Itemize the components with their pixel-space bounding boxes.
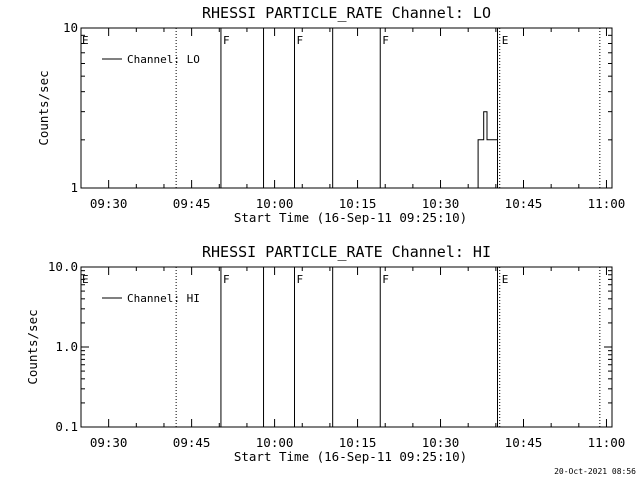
x-tick-label: 11:00 xyxy=(588,435,626,450)
event-flag: F xyxy=(223,34,230,47)
event-flag-left: E xyxy=(82,273,89,286)
x-tick-label: 09:30 xyxy=(90,435,128,450)
series-line xyxy=(477,111,498,188)
event-flag: E xyxy=(502,273,509,286)
x-tick-label: 10:30 xyxy=(422,435,460,450)
event-flag: F xyxy=(297,34,304,47)
x-tick-label: 10:15 xyxy=(339,435,377,450)
y-tick-label: 10.0 xyxy=(48,259,78,274)
event-flag: F xyxy=(223,273,230,286)
x-tick-label: 09:45 xyxy=(173,196,211,211)
x-tick-label: 10:15 xyxy=(339,196,377,211)
y-tick-label: 1.0 xyxy=(55,339,78,354)
chart-title: RHESSI PARTICLE_RATE Channel: LO xyxy=(202,4,491,22)
x-tick-label: 10:00 xyxy=(256,435,294,450)
event-flag: F xyxy=(297,273,304,286)
x-axis-label: Start Time (16-Sep-11 09:25:10) xyxy=(234,449,467,464)
x-tick-label: 09:45 xyxy=(173,435,211,450)
legend-label: Channel: HI xyxy=(127,292,200,305)
event-flag-left: E xyxy=(82,34,89,47)
x-tick-label: 09:30 xyxy=(90,196,128,211)
x-tick-label: 10:00 xyxy=(256,196,294,211)
y-tick-label: 0.1 xyxy=(55,419,78,434)
plot-frame xyxy=(80,266,613,428)
y-axis-label: Counts/sec xyxy=(36,70,51,145)
chart-title: RHESSI PARTICLE_RATE Channel: HI xyxy=(202,243,491,261)
x-tick-label: 10:45 xyxy=(505,196,543,211)
x-tick-label: 10:45 xyxy=(505,435,543,450)
y-tick-label: 10 xyxy=(63,20,78,35)
event-flag: F xyxy=(382,273,389,286)
footer-timestamp: 20-Oct-2021 08:56 xyxy=(554,467,636,476)
y-tick-label: 1 xyxy=(70,180,78,195)
plot-frame xyxy=(80,27,613,189)
event-flag: E xyxy=(502,34,509,47)
x-axis-label: Start Time (16-Sep-11 09:25:10) xyxy=(234,210,467,225)
legend-label: Channel: LO xyxy=(127,53,200,66)
panel-2: RHESSI PARTICLE_RATE Channel: HI 09:30 09:… xyxy=(25,243,625,464)
y-axis-label: Counts/sec xyxy=(25,309,40,384)
x-tick-label: 10:30 xyxy=(422,196,460,211)
event-flag: F xyxy=(382,34,389,47)
x-tick-label: 11:00 xyxy=(588,196,626,211)
panel-1: RHESSI PARTICLE_RATE Channel: LO 09:30 09:… xyxy=(36,4,625,225)
